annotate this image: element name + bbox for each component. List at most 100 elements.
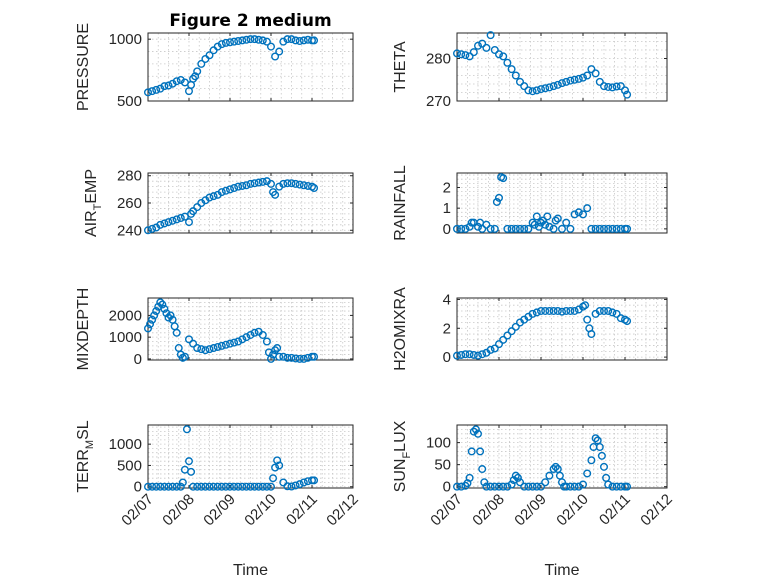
x-tick-label: 02/11	[596, 491, 634, 529]
data-point	[495, 340, 504, 349]
data-point	[262, 482, 271, 491]
data-point	[279, 352, 288, 361]
data-point	[595, 224, 604, 233]
data-point	[258, 330, 267, 339]
data-point	[273, 344, 282, 353]
data-point	[299, 354, 308, 363]
data-point	[507, 65, 516, 74]
data-point	[612, 82, 621, 91]
data-point	[172, 328, 181, 337]
data-point	[457, 50, 466, 59]
data-point	[242, 333, 251, 342]
data-point	[545, 222, 554, 231]
data-point	[583, 469, 592, 478]
data-point	[608, 224, 617, 233]
x-tick-label: 02/10	[241, 491, 280, 530]
data-point	[193, 482, 202, 491]
data-point	[492, 197, 501, 206]
data-point	[511, 224, 520, 233]
data-point	[520, 224, 529, 233]
data-point	[566, 306, 575, 315]
data-point	[262, 37, 271, 46]
data-point	[164, 81, 173, 90]
data-point	[511, 322, 520, 331]
y-tick-label: 500	[117, 457, 142, 474]
data-point	[595, 443, 604, 452]
data-point	[238, 482, 247, 491]
data-point	[543, 212, 552, 221]
data-point	[275, 352, 284, 361]
data-point	[553, 214, 562, 223]
data-point	[271, 52, 280, 61]
x-tick-label: 02/07	[427, 491, 466, 530]
x-tick-label: 02/09	[200, 491, 239, 530]
data-point	[490, 46, 499, 55]
data-point	[587, 330, 596, 339]
data-point	[457, 350, 466, 359]
data-point	[612, 224, 621, 233]
data-point	[160, 219, 169, 228]
data-point	[184, 457, 193, 466]
data-point	[217, 188, 226, 197]
y-axis-label: H2OMIXRA	[392, 287, 409, 371]
data-point	[490, 224, 499, 233]
data-point	[295, 354, 304, 363]
data-point	[574, 482, 583, 491]
data-point	[579, 210, 588, 219]
data-point	[310, 36, 319, 45]
data-point	[164, 218, 173, 227]
data-point	[608, 482, 617, 491]
data-point	[197, 59, 206, 68]
data-point	[570, 482, 579, 491]
data-point	[465, 473, 474, 482]
data-point	[299, 478, 308, 487]
data-point	[486, 31, 495, 40]
data-point	[469, 427, 478, 436]
y-axis-label: AIRTEMP	[83, 169, 104, 237]
data-point	[291, 179, 300, 188]
data-point	[595, 77, 604, 86]
data-point	[499, 482, 508, 491]
data-point	[299, 36, 308, 45]
data-point	[217, 341, 226, 350]
data-point	[168, 482, 177, 491]
data-point	[507, 224, 516, 233]
data-point	[150, 311, 159, 320]
data-point	[197, 345, 206, 354]
data-point	[262, 337, 271, 346]
y-axis-label: SUNFLUX	[392, 420, 413, 492]
data-point	[583, 71, 592, 80]
data-point	[209, 192, 218, 201]
data-point	[279, 37, 288, 46]
data-point	[591, 224, 600, 233]
data-point	[213, 482, 222, 491]
data-point	[152, 307, 161, 316]
y-tick-label: 1000	[109, 31, 142, 48]
data-point	[143, 324, 152, 333]
data-point	[168, 216, 177, 225]
data-point	[197, 482, 206, 491]
data-point	[486, 482, 495, 491]
y-tick-label: 2	[443, 179, 451, 196]
data-point	[217, 40, 226, 49]
data-point	[595, 306, 604, 315]
data-point	[164, 313, 173, 322]
data-point	[158, 300, 167, 309]
data-point	[562, 306, 571, 315]
data-point	[566, 224, 575, 233]
data-point	[279, 179, 288, 188]
data-point	[453, 351, 462, 360]
data-point	[474, 41, 483, 50]
data-point	[191, 72, 200, 81]
y-tick-label: 280	[117, 168, 142, 185]
data-point	[160, 82, 169, 91]
data-point	[570, 75, 579, 84]
data-point	[254, 482, 263, 491]
data-point	[246, 179, 255, 188]
data-point	[238, 335, 247, 344]
data-point	[213, 42, 222, 51]
data-point	[532, 308, 541, 317]
x-tick-label: 02/08	[159, 491, 198, 530]
data-point	[516, 77, 525, 86]
data-point	[486, 224, 495, 233]
